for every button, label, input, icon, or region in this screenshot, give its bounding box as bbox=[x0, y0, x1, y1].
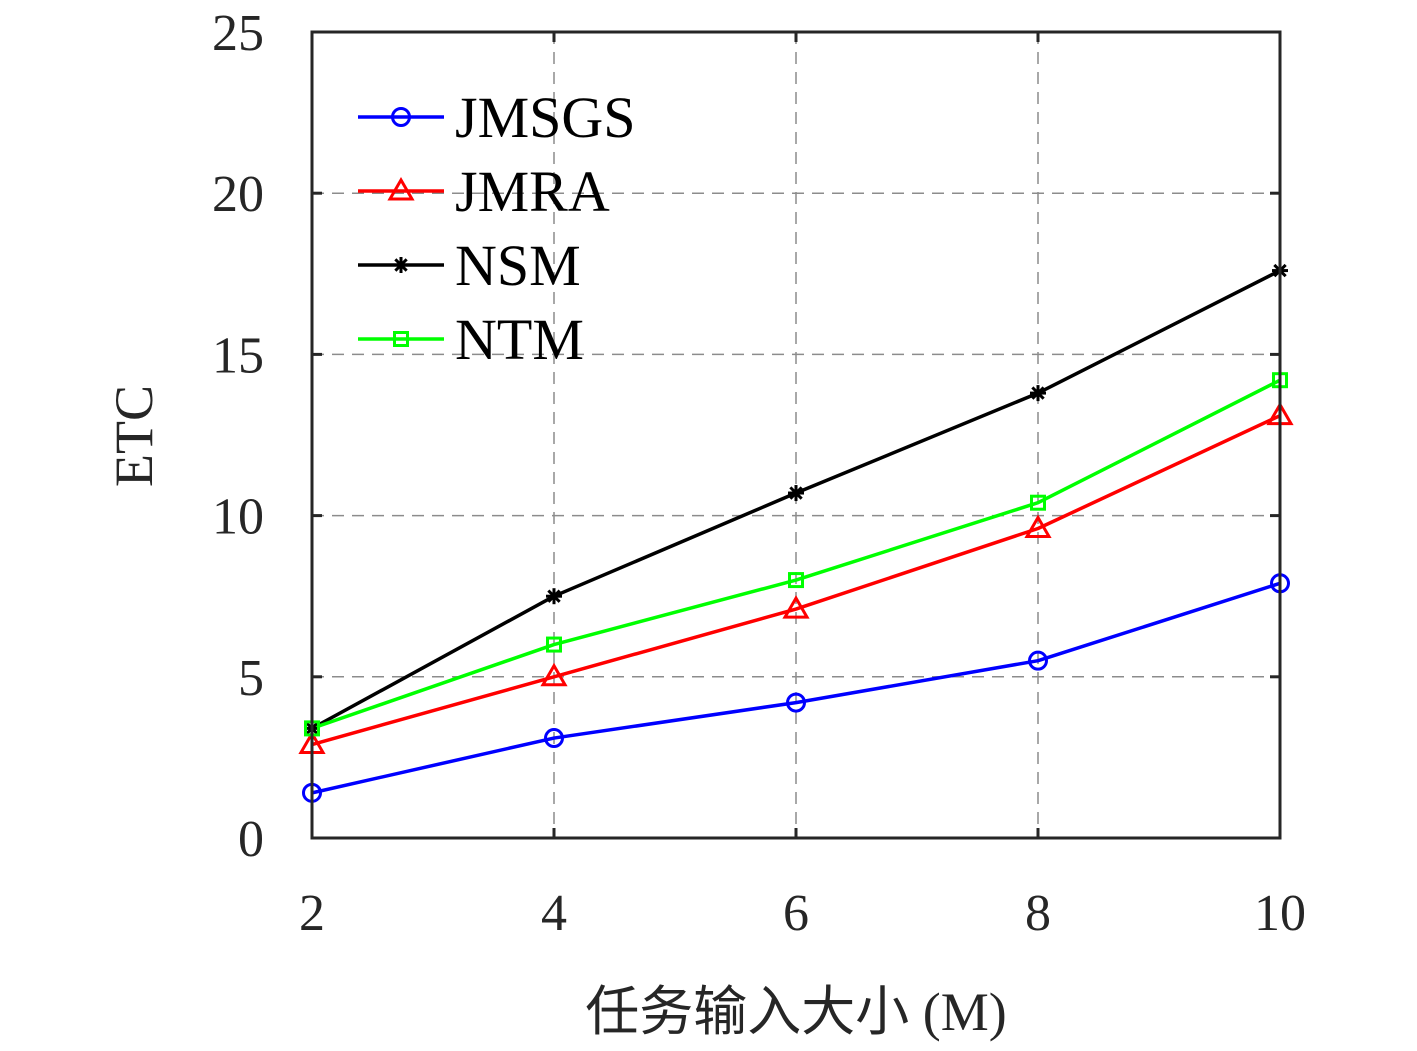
data-point-jmra bbox=[782, 595, 810, 619]
legend-marker-ntm bbox=[393, 331, 409, 347]
data-point-jmra bbox=[1024, 514, 1052, 538]
data-point-nsm bbox=[1030, 385, 1046, 402]
data-point-ntm bbox=[546, 636, 562, 653]
x-tick-label: 2 bbox=[299, 885, 325, 942]
grid-lines bbox=[312, 32, 1280, 838]
series-line-jmra bbox=[311, 414, 1281, 747]
asterisk-stroke bbox=[547, 589, 561, 603]
data-point-ntm bbox=[1030, 494, 1046, 511]
x-tick-label: 10 bbox=[1254, 885, 1306, 942]
legend-label-ntm: NTM bbox=[455, 307, 584, 372]
data-point-jmra bbox=[540, 662, 568, 687]
legend: JMSGS JMRA NSM NTM bbox=[358, 85, 636, 372]
data-point-jmsgs bbox=[1028, 650, 1048, 671]
y-tick-label: 0 bbox=[238, 811, 264, 868]
legend-label-jmsgs: JMSGS bbox=[455, 85, 636, 150]
legend-marker-nsm bbox=[393, 257, 409, 273]
data-point-jmsgs bbox=[544, 728, 564, 749]
x-axis-label: 任务输入大小 (M) bbox=[585, 982, 1006, 1042]
y-axis-label: ETC bbox=[104, 385, 164, 487]
asterisk-stroke bbox=[1031, 386, 1045, 400]
y-tick-label: 15 bbox=[212, 327, 264, 384]
y-tick-label: 10 bbox=[212, 489, 264, 546]
x-tick-label: 4 bbox=[541, 885, 567, 942]
series-line-jmsgs bbox=[311, 581, 1281, 795]
data-point-ntm bbox=[788, 572, 804, 589]
y-tick-label: 5 bbox=[238, 650, 264, 707]
axis-ticks bbox=[310, 30, 1282, 840]
series-line-ntm bbox=[311, 378, 1281, 731]
y-tick-label: 25 bbox=[212, 5, 264, 62]
data-point-jmsgs bbox=[786, 692, 806, 713]
legend-marker-jmra bbox=[387, 177, 415, 201]
y-tick-label: 20 bbox=[212, 166, 264, 223]
data-point-nsm bbox=[788, 485, 804, 502]
legend-marker-jmsgs bbox=[391, 107, 411, 127]
asterisk-stroke bbox=[394, 258, 408, 272]
legend-label-nsm: NSM bbox=[455, 233, 581, 298]
x-tick-label: 8 bbox=[1025, 885, 1051, 942]
x-tick-label: 6 bbox=[783, 885, 809, 942]
data-point-nsm bbox=[546, 588, 562, 605]
legend-label-jmra: JMRA bbox=[455, 159, 610, 224]
tick-labels: 2 4 6 8 10 0 5 10 15 20 25 bbox=[212, 5, 1306, 942]
asterisk-stroke bbox=[789, 486, 803, 500]
